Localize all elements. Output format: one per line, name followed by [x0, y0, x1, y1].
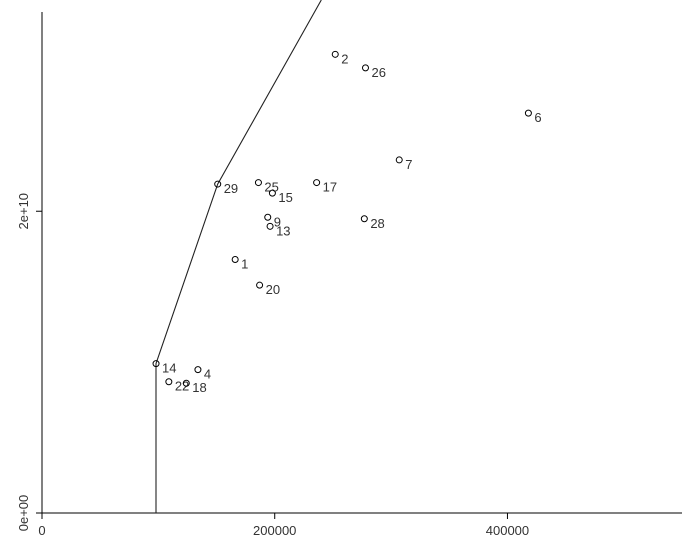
point-label: 9 — [274, 214, 281, 229]
frontier-line — [155, 0, 322, 513]
point-label: 18 — [192, 380, 206, 395]
point-label: 14 — [162, 361, 176, 376]
point-label: 2 — [341, 51, 348, 66]
axes — [41, 12, 682, 514]
x-tick-label: 0 — [38, 523, 45, 538]
x-tick-label: 200000 — [253, 523, 296, 538]
point-label: 4 — [204, 367, 211, 382]
point-label: 6 — [534, 110, 541, 125]
point-label: 15 — [278, 190, 292, 205]
point-label: 28 — [370, 216, 384, 231]
point-label: 7 — [405, 157, 412, 172]
data-point — [182, 379, 190, 387]
data-point — [194, 366, 202, 374]
point-label: 20 — [266, 282, 280, 297]
data-point — [360, 215, 368, 223]
ticks: 0 200000 400000 0e+00 2e+10 — [16, 193, 529, 538]
y-tick-label: 0e+00 — [16, 495, 31, 532]
data-point — [361, 64, 369, 72]
point-label: 13 — [276, 223, 290, 238]
point-label: 29 — [224, 181, 238, 196]
data-point — [256, 281, 264, 289]
data-point — [268, 189, 276, 197]
point-label: 25 — [264, 180, 278, 195]
data-point — [266, 222, 274, 230]
point-label: 26 — [371, 65, 385, 80]
data-point — [254, 179, 262, 187]
data-point — [331, 50, 339, 58]
data-point — [313, 179, 321, 187]
point-label: 1 — [241, 257, 248, 272]
data-point — [231, 256, 239, 264]
x-tick-label: 400000 — [486, 523, 529, 538]
point-label: 17 — [323, 180, 337, 195]
point-label: 22 — [175, 379, 189, 394]
data-point — [152, 360, 160, 368]
data-point — [214, 180, 222, 188]
y-tick-label: 2e+10 — [16, 193, 31, 230]
data-point — [165, 378, 173, 386]
data-point — [524, 109, 532, 117]
data-point — [395, 156, 403, 164]
data-point — [264, 213, 272, 221]
